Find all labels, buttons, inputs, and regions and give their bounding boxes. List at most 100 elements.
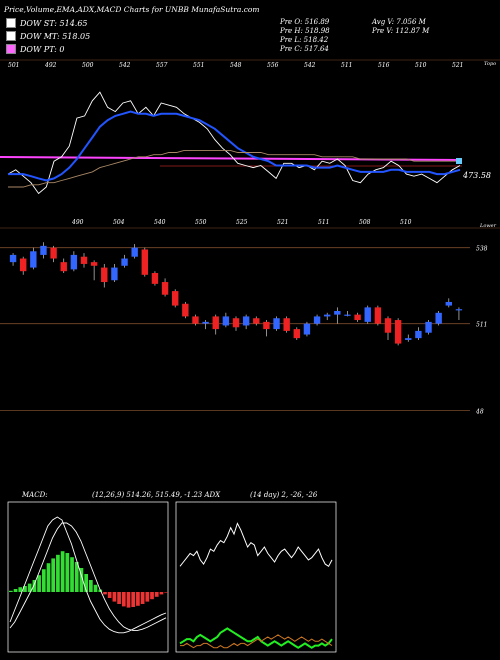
macd-histogram-bar — [79, 568, 84, 592]
stat-pre-high: Pre H: 518.98 — [280, 27, 330, 35]
legend-swatch — [6, 44, 16, 54]
macd-histogram-bar — [159, 592, 164, 595]
candle-body — [425, 321, 432, 333]
candle-body — [151, 273, 159, 284]
macd-histogram-bar — [145, 592, 150, 602]
candle-body — [141, 249, 148, 275]
macd-histogram-bar — [41, 569, 46, 592]
candle-body — [202, 321, 209, 324]
tick-label: 521 — [277, 219, 288, 226]
tick-label: 516 — [378, 62, 390, 69]
tick-label: 542 — [304, 62, 316, 69]
price-panel: 501 492 500 542 557 551 548 556 542 511 516 510 521 T… — [0, 59, 500, 229]
tick-label: 510 — [415, 62, 427, 69]
tick-label: 551 — [193, 62, 204, 69]
candle-body — [435, 312, 442, 324]
series-line-price — [7, 91, 461, 195]
candle-body — [131, 247, 138, 257]
candle-body — [253, 318, 260, 324]
candle-body — [283, 318, 290, 331]
macd-histogram-bar — [70, 557, 74, 592]
tick-label: 501 — [8, 62, 19, 69]
macd-histogram-bar — [46, 563, 51, 592]
candle-body — [101, 267, 108, 283]
macd-histogram-bar — [89, 580, 93, 592]
level-label: 511 — [476, 322, 487, 329]
macd-histogram-bar — [23, 586, 27, 592]
macd-histogram-bar — [103, 592, 107, 595]
tick-label: Topo — [484, 61, 496, 67]
candle-body — [182, 303, 189, 317]
candle-body — [303, 323, 311, 335]
candle-body — [50, 247, 57, 259]
candle-body — [374, 307, 382, 324]
macd-histogram-bar — [60, 551, 65, 592]
macd-histogram-bar — [107, 592, 112, 598]
adx-panel — [175, 501, 337, 653]
macd-histogram-bar — [37, 575, 41, 592]
candle-body — [60, 262, 67, 272]
tick-label: 510 — [400, 219, 412, 226]
macd-histogram-bar — [131, 592, 136, 607]
macd-histogram-bar — [112, 592, 117, 602]
candle-body — [80, 256, 88, 264]
legend-label: DOW MT: 518.05 — [20, 31, 91, 41]
macd-histogram-bar — [13, 589, 18, 592]
macd-label: MACD: — [22, 491, 48, 499]
tick-label: 540 — [154, 219, 166, 226]
legend-swatch — [6, 18, 16, 28]
tick-label: 490 — [71, 219, 84, 226]
macd-histogram-bar — [93, 584, 98, 592]
tick-label: 525 — [236, 219, 248, 226]
macd-histogram-bar — [18, 587, 23, 592]
macd-histogram-bar — [126, 592, 131, 608]
last-price-label: 473.58 — [462, 171, 491, 180]
candle-body — [232, 318, 240, 328]
series-line-ema-short — [8, 110, 461, 182]
tick-label: 550 — [195, 219, 207, 226]
tick-label: 556 — [267, 62, 279, 69]
candle-body — [334, 311, 341, 315]
tick-label: 511 — [318, 219, 329, 226]
adx-frame — [175, 501, 337, 653]
tick-label: 548 — [230, 62, 242, 69]
candle-body — [455, 309, 463, 311]
candle-body — [121, 258, 128, 266]
legend-label: DOW PT: 0 — [20, 44, 65, 54]
candle-body — [313, 316, 321, 324]
legend-dow-mt: DOW MT: 518.05 — [6, 31, 90, 41]
tick-label: 500 — [82, 62, 94, 69]
candle-body — [222, 316, 230, 326]
tick-label: 521 — [452, 62, 463, 69]
candle-body — [384, 318, 392, 333]
tick-label: Lower — [479, 223, 497, 229]
macd-histogram-bar — [32, 580, 37, 592]
series-line-signal — [9, 522, 167, 631]
macd-histogram-bar — [51, 558, 56, 592]
macd-histogram-bar — [74, 562, 79, 592]
last-price-marker — [456, 158, 462, 164]
candle-body — [445, 301, 452, 306]
candle-body — [273, 318, 280, 330]
adx-values: (14 day) 2, -26, -26 — [250, 491, 318, 499]
candle-body — [242, 316, 250, 326]
tick-label: 492 — [44, 62, 57, 69]
stat-pre-low: Pre L: 518.42 — [280, 36, 329, 44]
macd-histogram-bar — [117, 592, 121, 604]
tick-label: 504 — [113, 219, 125, 226]
tick-label: 511 — [341, 62, 352, 69]
series-line-macd — [9, 516, 167, 634]
macd-histogram-bar — [121, 592, 126, 607]
macd-histogram-bar — [65, 553, 70, 592]
candle-body — [161, 282, 169, 295]
candle-body — [394, 320, 402, 344]
legend-label: DOW ST: 514.65 — [20, 18, 88, 28]
legend-dow-st: DOW ST: 514.65 — [6, 18, 88, 28]
candle-body — [293, 329, 300, 339]
candle-body — [20, 258, 27, 272]
tick-label: 508 — [359, 219, 371, 226]
series-line-di-minus — [180, 634, 333, 649]
macd-histogram-bar — [150, 592, 154, 600]
candle-body — [263, 321, 270, 330]
